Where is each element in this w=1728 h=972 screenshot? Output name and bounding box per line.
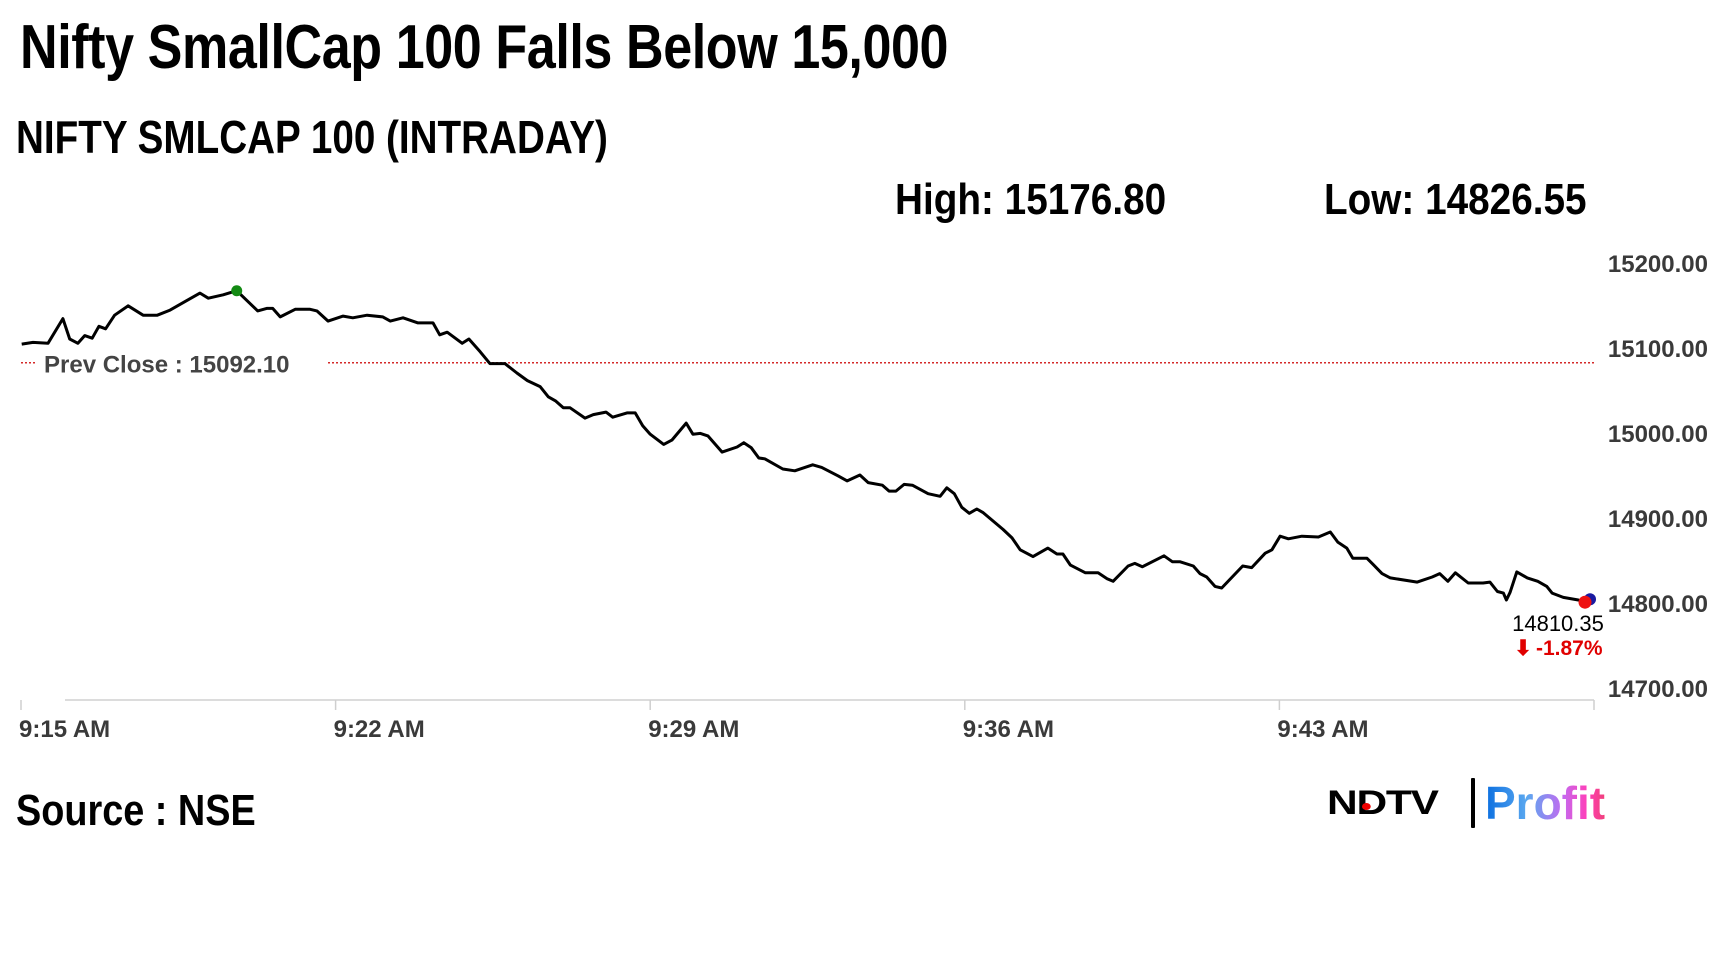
chart-title: Nifty SmallCap 100 Falls Below 15,000 xyxy=(20,13,949,82)
series-line xyxy=(21,289,1586,604)
y-tick-label: 15200.00 xyxy=(1608,251,1708,278)
y-tick-label: 14900.00 xyxy=(1608,506,1708,533)
x-tick-label: 9:15 AM xyxy=(19,716,110,743)
logo-red-dot-icon xyxy=(1362,802,1371,810)
y-tick-label: 15100.00 xyxy=(1608,336,1708,363)
y-tick-label: 14700.00 xyxy=(1608,676,1708,703)
chart-subtitle: NIFTY SMLCAP 100 (INTRADAY) xyxy=(16,111,608,163)
logo-profit: Profit xyxy=(1485,777,1606,829)
last-point-marker xyxy=(1578,595,1592,609)
source-note: Source : NSE xyxy=(16,786,256,835)
high-point-marker xyxy=(231,285,243,297)
prev-close-line: Prev Close : 15092.10 xyxy=(21,352,1594,379)
last-value-label: 14810.35 xyxy=(1512,611,1604,636)
logo-divider xyxy=(1471,778,1475,828)
down-arrow-icon: ⬇ xyxy=(1514,637,1532,660)
x-tick-label: 9:43 AM xyxy=(1277,716,1368,743)
day-low: Low: 14826.55 xyxy=(1324,175,1587,224)
series-layer xyxy=(21,289,1586,604)
x-tick-label: 9:36 AM xyxy=(963,716,1054,743)
day-high: High: 15176.80 xyxy=(895,175,1167,224)
markers: 14810.35⬇ -1.87% xyxy=(231,285,1604,660)
x-tick-label: 9:22 AM xyxy=(334,716,425,743)
axes: 9:15 AM 9:22 AM 9:29 AM 9:36 AM 9:43 AM 15200… xyxy=(19,251,1708,743)
prev-close-label: Prev Close : 15092.10 xyxy=(44,352,290,379)
y-tick-label: 15000.00 xyxy=(1608,421,1708,448)
ndtv-profit-logo: NDTV Profit xyxy=(1327,776,1605,830)
y-tick-label: 14800.00 xyxy=(1608,591,1708,618)
change-percent-label: -1.87% xyxy=(1536,637,1603,660)
logo-ndtv: NDTV xyxy=(1327,783,1439,822)
x-tick-label: 9:29 AM xyxy=(648,716,739,743)
